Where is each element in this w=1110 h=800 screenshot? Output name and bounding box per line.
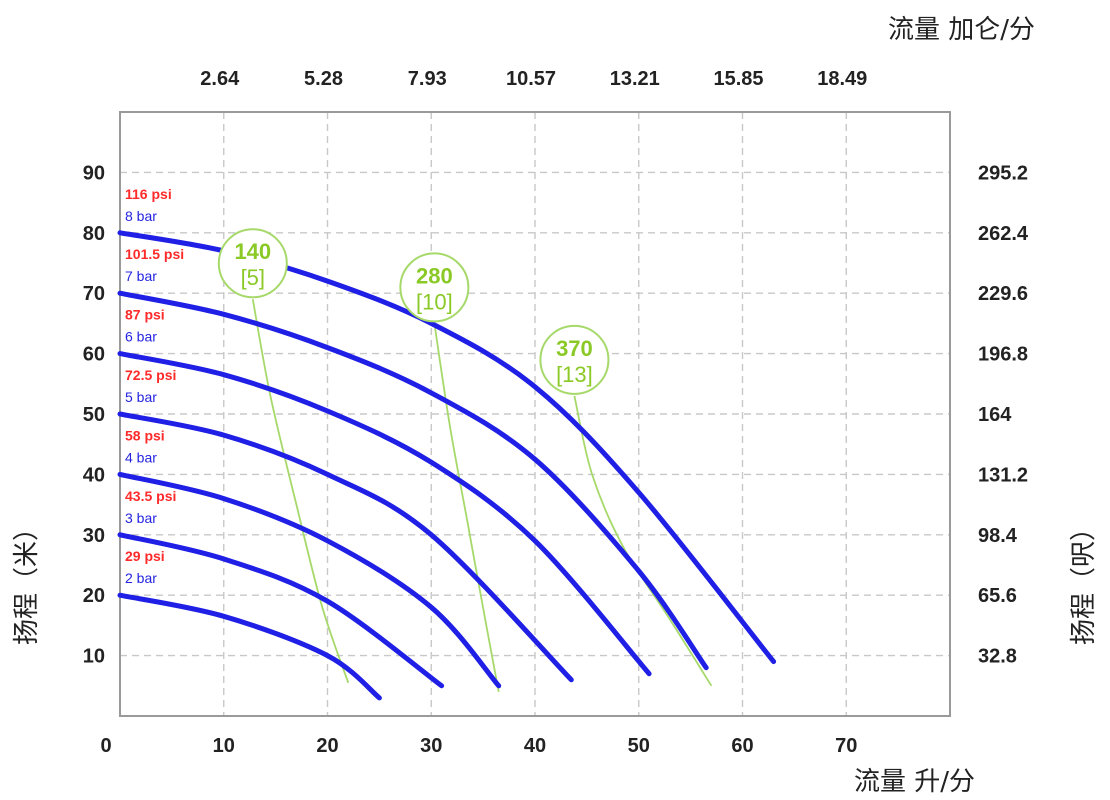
- pressure-labels: 29 psi 2 bar 43.5 psi 3 bar 58 psi 4 bar 72.5 …: [125, 186, 184, 586]
- x-tick-label: 30: [420, 735, 442, 757]
- x2-tick-label: 5.28: [304, 68, 343, 90]
- y2-tick-label: 295.2: [978, 162, 1028, 184]
- x2-tick-label: 15.85: [713, 68, 763, 90]
- y2-tick-label: 131.2: [978, 464, 1028, 486]
- pressure-curve: [117, 532, 445, 689]
- x2-axis-title: 流量 加仑/分: [888, 15, 1035, 45]
- tick-labels: 0 10 20 30 40 50 60 70 2.64 5.28 7.93 10.57 13.21 15.…: [83, 68, 1029, 757]
- air-consumption-circle: [399, 252, 470, 323]
- x-axis-title: 流量 升/分: [854, 767, 975, 797]
- psi-label: 101.5 psi: [125, 246, 184, 262]
- bar-label: 2 bar: [125, 570, 157, 586]
- air-consumption-value: 140: [234, 239, 271, 264]
- y-axis-title: 扬程（米）: [12, 515, 42, 645]
- psi-label: 43.5 psi: [125, 488, 176, 504]
- bar-label: 4 bar: [125, 449, 157, 465]
- y-tick-label: 10: [83, 646, 105, 668]
- y-tick-label: 70: [83, 283, 105, 305]
- x2-tick-label: 10.57: [506, 68, 556, 90]
- y-tick-label: 90: [83, 162, 105, 184]
- air-consumption-bracket: [13]: [556, 362, 593, 387]
- air-consumption-bracket: [10]: [416, 289, 453, 314]
- y2-axis-title: 扬程（呎）: [1069, 515, 1099, 645]
- bar-label: 3 bar: [125, 510, 157, 526]
- pressure-curve: [117, 471, 502, 689]
- y2-tick-label: 229.6: [978, 283, 1028, 305]
- air-consumption-line: [433, 323, 500, 692]
- air-consumption-value: 370: [556, 336, 593, 361]
- bar-label: 7 bar: [125, 268, 157, 284]
- psi-label: 29 psi: [125, 548, 165, 564]
- y2-tick-label: 262.4: [978, 223, 1029, 245]
- grid-lines: [120, 112, 950, 716]
- psi-label: 87 psi: [125, 307, 165, 323]
- x2-tick-label: 2.64: [200, 68, 240, 90]
- x2-tick-label: 13.21: [610, 68, 660, 90]
- x2-tick-label: 18.49: [817, 68, 867, 90]
- psi-label: 58 psi: [125, 427, 165, 443]
- bar-label: 6 bar: [125, 329, 157, 345]
- bar-label: 8 bar: [125, 208, 157, 224]
- pressure-curve: [117, 290, 709, 671]
- air-consumption-line: [573, 395, 713, 687]
- air-consumption-circle: [217, 228, 288, 299]
- y2-tick-label: 32.8: [978, 646, 1017, 668]
- y-tick-label: 80: [83, 223, 105, 245]
- x-tick-label: 20: [316, 735, 338, 757]
- x-tick-label: 70: [835, 735, 857, 757]
- air-consumption-value: 280: [416, 263, 453, 288]
- pressure-curve: [117, 411, 574, 683]
- y2-tick-label: 65.6: [978, 585, 1017, 607]
- y-tick-label: 30: [83, 525, 105, 547]
- x-tick-label: 60: [731, 735, 753, 757]
- psi-label: 72.5 psi: [125, 367, 176, 383]
- bar-label: 5 bar: [125, 389, 157, 405]
- psi-label: 116 psi: [125, 186, 172, 202]
- y2-tick-label: 196.8: [978, 344, 1028, 366]
- x-tick-label: 50: [628, 735, 650, 757]
- y-tick-label: 60: [83, 344, 105, 366]
- pressure-curve: [117, 351, 652, 677]
- x-tick-label: 40: [524, 735, 546, 757]
- y2-tick-label: 164: [978, 404, 1012, 426]
- y-tick-label: 50: [83, 404, 105, 426]
- air-consumption-circle: [539, 324, 610, 395]
- air-consumption-lines: [251, 299, 713, 692]
- air-consumption-line: [251, 299, 350, 684]
- pressure-curve: [117, 592, 382, 701]
- y2-tick-label: 98.4: [978, 525, 1018, 547]
- air-consumption-badges: 140[5] 280[10] 370[13]: [217, 228, 610, 395]
- x2-tick-label: 7.93: [408, 68, 447, 90]
- x-tick-label: 10: [213, 735, 235, 757]
- x-tick-label: 0: [100, 735, 111, 757]
- air-consumption-bracket: [5]: [241, 265, 265, 290]
- y-tick-label: 20: [83, 585, 105, 607]
- y-tick-label: 40: [83, 464, 105, 486]
